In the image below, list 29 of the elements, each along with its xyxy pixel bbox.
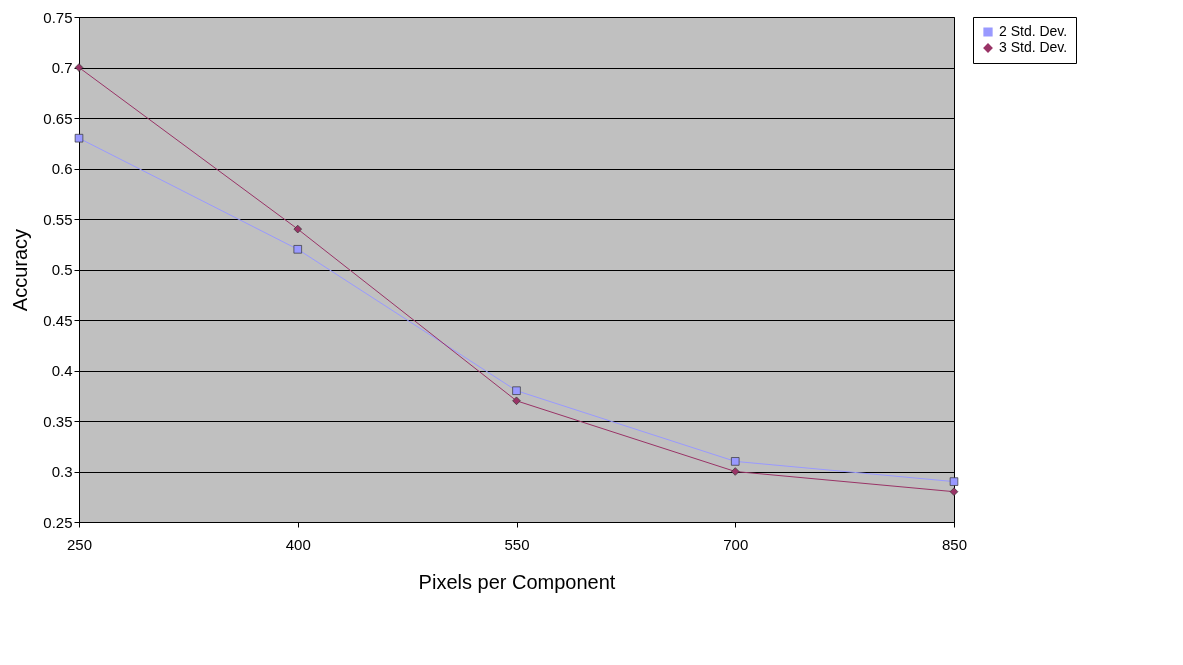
y-tick-label: 0.45 (43, 311, 73, 329)
y-tick-label: 0.75 (43, 8, 73, 26)
point (731, 467, 740, 476)
x-axis-title: Pixels per Component (418, 570, 616, 593)
point (949, 487, 959, 496)
point (293, 245, 302, 254)
point (949, 477, 959, 486)
y-tick-label: 0.35 (43, 412, 73, 430)
x-tick-label: 550 (504, 535, 530, 553)
y-tick-label: 0.6 (51, 160, 73, 177)
y-tick-label: 0.7 (51, 59, 73, 76)
legend-label: 2 Std. Dev. (999, 23, 1068, 39)
point (293, 224, 302, 234)
y-tick-label: 0.4 (51, 362, 73, 379)
y-tick-label: 0.5 (51, 261, 73, 278)
point (731, 457, 740, 466)
y-tick-label: 0.55 (43, 210, 73, 228)
y-axis-title: Accuracy (9, 228, 32, 312)
x-tick-label: 700 (723, 535, 749, 553)
x-tick-label: 250 (66, 535, 93, 553)
x-tick-label: 400 (285, 535, 311, 553)
point (512, 396, 521, 406)
point (512, 386, 521, 395)
point (74, 133, 84, 143)
y-tick-label: 0.3 (51, 463, 73, 480)
x-tick-label: 850 (941, 535, 968, 553)
legend-label: 3 Std. Dev. (999, 39, 1068, 55)
y-tick-label: 0.25 (43, 513, 73, 531)
y-tick-label: 0.65 (43, 109, 73, 127)
